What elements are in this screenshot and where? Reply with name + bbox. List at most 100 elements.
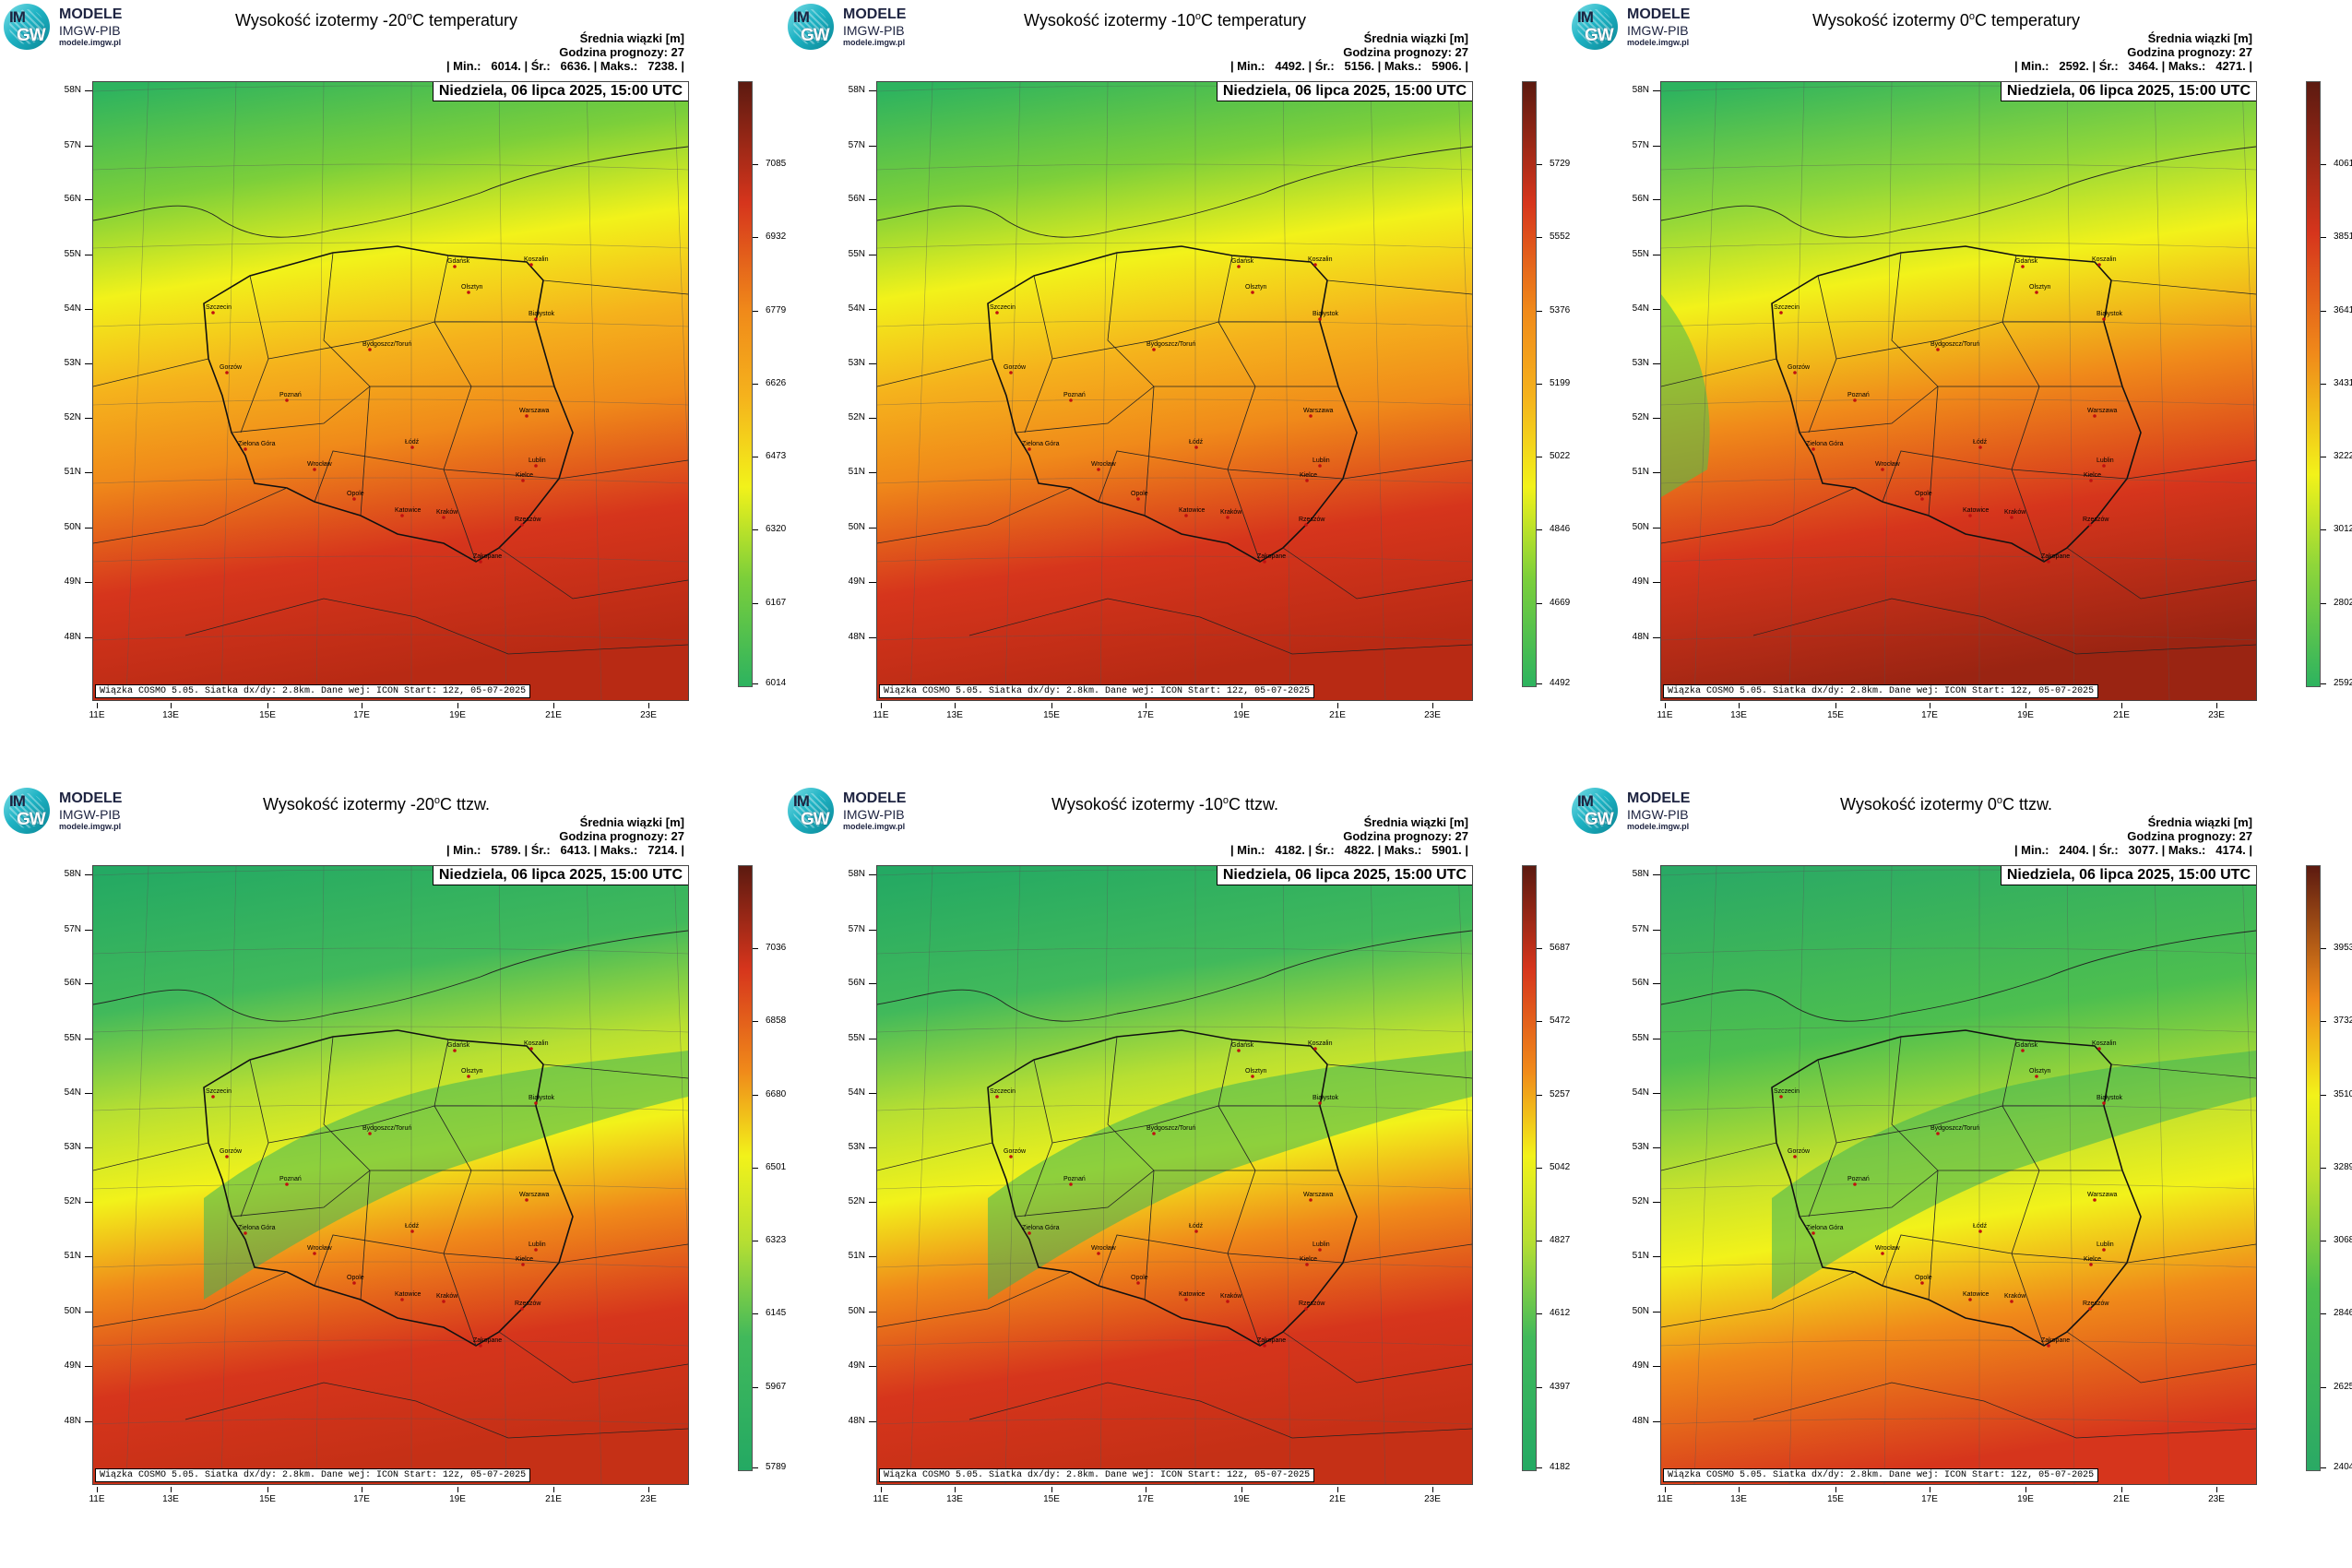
neighbour-borders (877, 279, 1472, 655)
region-borders (1799, 1036, 2128, 1347)
city-label: Olsztyn (461, 1068, 482, 1075)
city-marker (211, 1095, 215, 1099)
valid-date: Niedziela, 06 lipca 2025, 15:00 UTC (432, 82, 688, 101)
city-marker (995, 1095, 999, 1099)
city-label: Gorzów (1004, 364, 1027, 371)
parallel-line (1661, 398, 2256, 406)
city-label: Olsztyn (1245, 1068, 1266, 1075)
city-marker (1936, 1132, 1940, 1135)
meridian-line (909, 866, 933, 1484)
city-label: Rzeszów (515, 1301, 541, 1307)
city-label: Lublin (1313, 457, 1330, 464)
lat-tick-label: 53N (26, 1142, 92, 1152)
logo-text-modele: MODELE (1627, 790, 1691, 806)
lat-tick-label: 54N (1594, 1087, 1660, 1098)
meridian-line (1099, 866, 1109, 1484)
lat-tick-label: 58N (26, 869, 92, 879)
city-label: Bydgoszcz/Toruń (1146, 1125, 1195, 1132)
city-label: Szczecin (990, 304, 1016, 311)
city-label: Białystok (529, 311, 555, 317)
parallel-line (1661, 320, 2256, 327)
region-borders (1799, 252, 2128, 563)
forecast-hour: Godzina prognozy: 27 (1343, 45, 1468, 59)
lat-tick-label: 52N (1594, 1196, 1660, 1206)
city-marker (1251, 291, 1254, 294)
parallel-line (93, 398, 688, 406)
city-marker (244, 447, 247, 451)
imgw-logo[interactable]: IM GW MODELE IMGW-PIB modele.imgw.pl (788, 788, 935, 836)
logo-text-modele: MODELE (843, 6, 907, 22)
logo-text-imgw: IMGW-PIB (59, 807, 121, 822)
lat-tick-label: 51N (1594, 1251, 1660, 1261)
parallel-line (1661, 163, 2256, 171)
imgw-logo[interactable]: IM GW MODELE IMGW-PIB modele.imgw.pl (4, 4, 151, 52)
lon-tick-label: 23E (630, 1487, 667, 1504)
lat-tick-label: 53N (1594, 358, 1660, 368)
lon-tick-label: 11E (78, 1487, 115, 1504)
parallel-line (93, 947, 688, 955)
imgw-logo[interactable]: IM GW MODELE IMGW-PIB modele.imgw.pl (1572, 4, 1719, 52)
coastline (877, 930, 1472, 1022)
city-marker (520, 523, 524, 527)
imgw-logo[interactable]: IM GW MODELE IMGW-PIB modele.imgw.pl (4, 788, 151, 836)
isotherm-map[interactable]: Gdańsk Olsztyn Koszalin Szczecin Białystok By… (1660, 865, 2257, 1485)
lon-tick-label: 15E (1817, 703, 1854, 720)
city-marker (2097, 263, 2101, 267)
meridian-line (1457, 866, 1472, 1261)
green-band (988, 1051, 1472, 1300)
model-info: Wiązka COSMO 5.05. Siatka dx/dy: 2.8km. … (1663, 684, 2099, 698)
meridian-line (125, 82, 149, 700)
lon-tick-label: 19E (1223, 703, 1260, 720)
city-label: Olsztyn (1245, 284, 1266, 291)
city-marker (1968, 514, 1972, 517)
city-label: Kielce (1300, 472, 1317, 479)
imgw-logo[interactable]: IM GW MODELE IMGW-PIB modele.imgw.pl (1572, 788, 1719, 836)
city-label: Olsztyn (2029, 284, 2050, 291)
city-marker (2093, 1198, 2097, 1202)
logo-gw: GW (801, 26, 830, 45)
colorbar-label: 6320 (752, 524, 787, 535)
lon-tick-label: 11E (1646, 703, 1683, 720)
lat-tick-label: 54N (26, 303, 92, 314)
city-marker (1318, 317, 1322, 321)
meridian-line (673, 82, 688, 477)
imgw-logo[interactable]: IM GW MODELE IMGW-PIB modele.imgw.pl (788, 4, 935, 52)
city-label: Warszawa (1303, 1192, 1334, 1198)
parallel-line (877, 1104, 1472, 1111)
city-marker (1853, 398, 1857, 402)
city-marker (2097, 1047, 2101, 1051)
city-marker (225, 371, 229, 374)
colorbar-label: 5199 (1536, 377, 1571, 388)
isotherm-map[interactable]: Gdańsk Olsztyn Koszalin Szczecin Białystok By… (92, 865, 689, 1485)
city-marker (285, 398, 289, 402)
lon-tick-label: 21E (535, 703, 572, 720)
colorbar-label: 6932 (752, 232, 787, 243)
lat-tick-label: 52N (26, 412, 92, 422)
city-marker (211, 311, 215, 315)
region-borders (231, 1036, 560, 1347)
city-marker (1305, 1263, 1309, 1266)
city-marker (1779, 1095, 1783, 1099)
city-label: Kielce (2084, 472, 2101, 479)
panel-title: Wysokość izotermy -10oC ttzw. (1051, 795, 1279, 814)
city-marker (410, 1229, 414, 1233)
colorbar-label: 7036 (752, 943, 787, 953)
isotherm-map[interactable]: Gdańsk Olsztyn Koszalin Szczecin Białystok By… (876, 865, 1473, 1485)
city-marker (285, 1182, 289, 1186)
parallel-line (1661, 1261, 2256, 1268)
city-marker (1069, 398, 1073, 402)
isotherm-map[interactable]: Gdańsk Olsztyn Koszalin Szczecin Białystok By… (876, 81, 1473, 701)
city-label: Zielona Góra (1022, 441, 1060, 447)
isotherm-map[interactable]: Gdańsk Olsztyn Koszalin Szczecin Białystok By… (92, 81, 689, 701)
colorbar-label: 3732 (2320, 1016, 2352, 1026)
city-label: Zielona Góra (238, 441, 276, 447)
city-label: Koszalin (2092, 1040, 2117, 1047)
colorbar-label: 3641 (2320, 305, 2352, 315)
city-marker (534, 317, 538, 321)
city-label: Koszalin (1308, 256, 1333, 263)
city-label: Szczecin (990, 1088, 1016, 1095)
city-marker (1936, 348, 1940, 351)
isotherm-map[interactable]: Gdańsk Olsztyn Koszalin Szczecin Białystok By… (1660, 81, 2257, 701)
lon-tick-label: 15E (1817, 1487, 1854, 1504)
map-panel: IM GW MODELE IMGW-PIB modele.imgw.pl Wys… (784, 784, 1570, 1568)
